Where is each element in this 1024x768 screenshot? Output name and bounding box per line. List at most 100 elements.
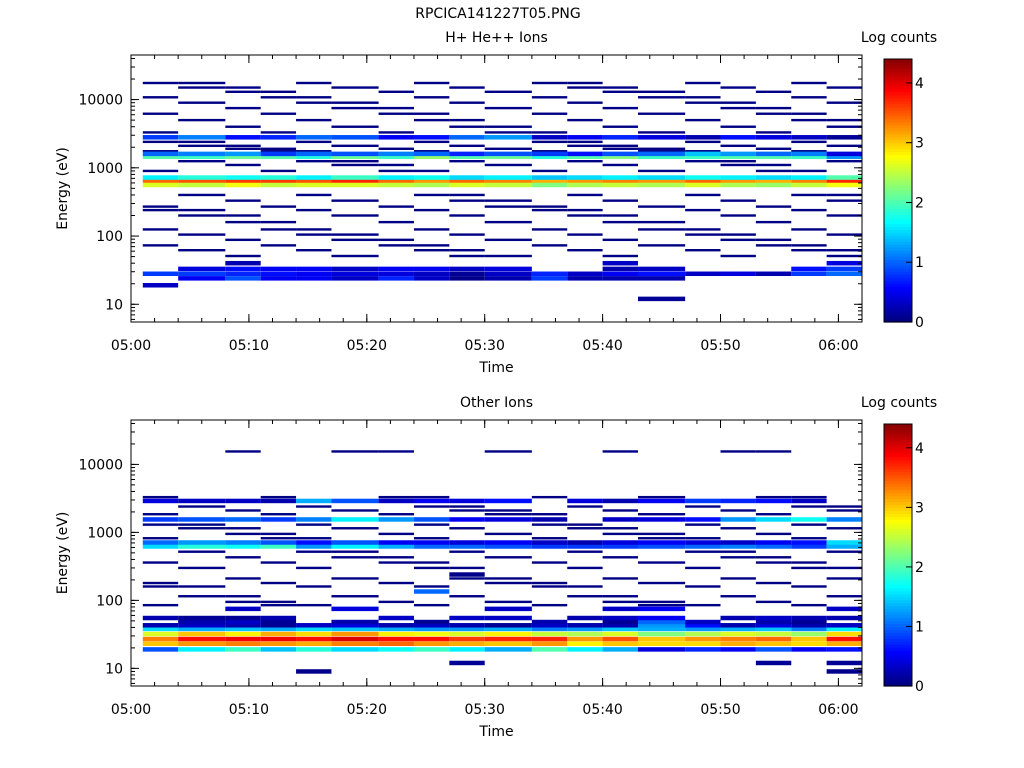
heatmap-cell [413,544,450,549]
heatmap-cell [531,175,568,180]
colorbar-step [884,232,912,236]
colorbar-step [884,510,912,514]
heatmap-cell [413,647,450,652]
heatmap-cell [331,182,379,188]
heatmap-line [378,112,414,115]
heatmap-line [791,566,827,570]
heatmap-line [791,169,827,173]
colorbar-step [884,160,912,165]
heatmap-line [637,90,686,93]
heatmap-line [296,150,332,153]
heatmap-cell [296,626,332,632]
heatmap-cell [791,151,827,157]
heatmap-cell [142,615,179,621]
heatmap-line [178,566,226,570]
heatmap-line [567,523,603,526]
heatmap-line [720,550,756,553]
heatmap-line [567,118,603,122]
colorbar-step [884,79,912,84]
heatmap-line [178,527,226,530]
heatmap-line [142,603,179,607]
heatmap-line [449,254,485,258]
heatmap-cell [791,154,827,160]
heatmap-cell [720,498,756,504]
heatmap-cell [260,266,297,272]
heatmap-cell [637,296,686,302]
heatmap-cell [637,154,686,160]
colorbar-step [884,599,912,604]
colorbar-step [884,501,912,505]
heatmap-panel-2: 05:00 05:10 05:20 05:30 05:40 05:50 06:0010100… [55,395,937,740]
heatmap-cell [142,540,179,545]
heatmap-line [602,556,638,559]
heatmap-cell [413,517,450,522]
heatmap-cell [142,271,179,277]
heatmap-cell [826,179,862,184]
heatmap-line [260,532,297,536]
colorbar-step [884,121,912,126]
colorbar-step [884,262,912,266]
heatmap-cell [826,669,862,674]
colorbar-step [884,569,912,574]
colorbar-step [884,151,912,156]
heatmap-cell [331,647,379,652]
heatmap-line [791,561,827,564]
heatmap-line [531,140,568,144]
heatmap-line [755,561,792,564]
heatmap-line [791,208,827,212]
heatmap-line [531,228,568,231]
heatmap-line [685,150,721,153]
colorbar-step [884,462,912,467]
heatmap-cell [720,540,756,545]
heatmap-cell [413,631,450,637]
heatmap-cell [755,619,792,625]
heatmap-cell [685,636,721,642]
heatmap-cell [484,182,532,188]
heatmap-line [142,169,179,173]
heatmap-cell [755,540,792,545]
heatmap-cell [720,623,756,628]
heatmap-line [449,249,485,252]
heatmap-line [449,577,485,580]
heatmap-cell [449,271,485,277]
heatmap-line [413,495,450,499]
heatmap-cell [720,631,756,637]
heatmap-cell [331,276,379,281]
heatmap-line [178,595,226,598]
colorbar-step [884,674,912,678]
colorbar-step [884,196,912,201]
heatmap-line [685,585,721,588]
heatmap-line [637,150,686,153]
colorbar-step [884,474,912,479]
heatmap-cell [225,540,261,545]
heatmap-line [331,577,379,580]
heatmap-cell [296,151,332,157]
heatmap-cell [826,135,862,140]
heatmap-cell [720,517,756,522]
heatmap-cell [225,151,261,157]
heatmap-cell [331,636,379,642]
heatmap-line [413,523,450,526]
page-title: RPCICA141227T05.PNG [415,6,581,22]
heatmap-cell [567,647,603,652]
heatmap-cell [791,271,827,277]
colorbar-step [884,277,912,281]
colorbar-step [884,572,912,577]
heatmap-cell [142,623,179,628]
colorbar-step [884,76,912,81]
colorbar-step [884,59,912,63]
colorbar-label: Log counts [861,395,937,411]
x-tick-label: 05:10 [229,702,269,718]
heatmap-cell [178,540,226,545]
heatmap-line [602,577,638,580]
heatmap-cell [449,266,485,272]
heatmap-line [413,244,450,247]
heatmap-cell [602,271,638,277]
colorbar-step [884,531,912,535]
heatmap-cell [567,615,603,621]
heatmap-cell [567,540,603,545]
heatmap-line [685,140,721,144]
heatmap-cell [685,647,721,652]
heatmap-line [142,581,179,585]
colorbar-step [884,623,912,628]
